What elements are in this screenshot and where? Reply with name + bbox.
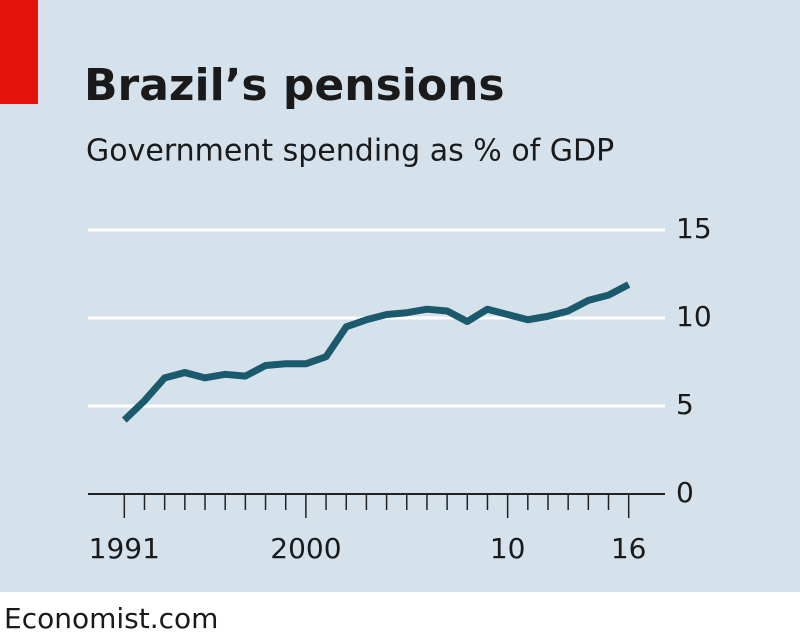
footer-background	[0, 592, 800, 640]
x-tick-label: 10	[490, 532, 526, 565]
x-tick-label: 1991	[89, 532, 160, 565]
y-tick-label: 10	[676, 300, 712, 333]
red-tag	[0, 0, 38, 104]
line	[121, 281, 631, 423]
y-tick-label: 15	[676, 212, 712, 245]
chart-subtitle: Government spending as % of GDP	[86, 134, 614, 169]
x-tick-label: 2000	[270, 532, 341, 565]
y-tick-label: 0	[676, 476, 694, 509]
source: Economist.com	[4, 602, 218, 635]
x-tick-label: 16	[611, 532, 647, 565]
chart-title: Brazil’s pensions	[84, 60, 505, 111]
y-tick-label: 5	[676, 388, 694, 421]
